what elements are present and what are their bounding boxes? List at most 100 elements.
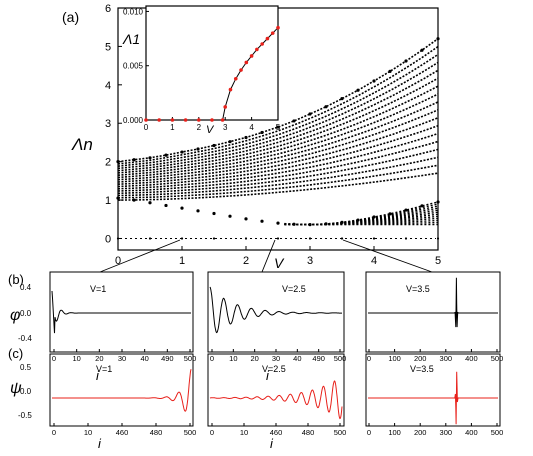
band-line-upper [117, 172, 439, 201]
b1-y-tick-0: 0.4 [20, 283, 32, 292]
inset-x-tick-label-1: 1 [170, 123, 175, 132]
b3-x-tick-label-2: 200 [414, 354, 427, 363]
inset-point-6 [220, 118, 225, 122]
main-point-s1-17 [388, 212, 392, 216]
main-point-s2-3 [212, 237, 216, 240]
panel-b1: 0.4 0.0 -0.4 V=1 0 10 20 30 40 490 500 i [18, 271, 196, 383]
c1-y-tick-2: -0.5 [18, 411, 32, 420]
main-data-points [116, 37, 440, 240]
c3-x-ticks: 0 100 200 300 400 500 [367, 423, 503, 437]
inset-point-13 [255, 47, 259, 52]
c3-x-tick-label-4: 400 [465, 428, 478, 437]
c1-x-tick-label-0: 0 [52, 428, 56, 437]
c2-x-ticks: 0 10 460 480 500 [210, 423, 346, 437]
main-point-s1-18 [404, 208, 408, 212]
inset-curve [144, 25, 280, 122]
main-point-s0-10 [276, 125, 280, 129]
band-line-upper [117, 53, 439, 167]
main-point-s0-4 [180, 150, 184, 154]
main-point-s1-14 [340, 220, 344, 224]
c2-x-tick-label-2: 460 [270, 428, 283, 437]
band-line-upper [117, 117, 439, 185]
band-line-upper [117, 38, 439, 163]
band-line-upper [117, 156, 439, 197]
b-y-axis-label: φ [10, 307, 20, 324]
inset-point-16 [270, 31, 275, 35]
main-x-tick-label-2: 2 [243, 255, 249, 267]
panel-label-b: (b) [8, 272, 24, 287]
band-line-upper [117, 85, 439, 176]
inset-plot-frame [145, 5, 279, 121]
main-point-s2-10 [436, 237, 440, 240]
band-line-upper [117, 45, 439, 165]
main-point-s0-8 [244, 135, 248, 140]
c1-annotation: V=1 [96, 364, 112, 374]
inset-point-17 [276, 25, 280, 30]
b1-curve [51, 290, 191, 334]
b3-annotation: V=3.5 [406, 284, 430, 294]
main-point-s0-19 [420, 48, 424, 52]
main-point-s1-5 [196, 209, 200, 213]
main-point-s0-6 [212, 143, 216, 148]
c-y-axis-label: ψ [10, 380, 22, 397]
c3-x-tick-label-0: 0 [367, 428, 371, 437]
inset-y-tick-label-2: 0.010 [123, 7, 144, 16]
b2-x-tick-label-3: 30 [272, 354, 280, 363]
b1-x-tick-label-2: 20 [95, 354, 103, 363]
main-point-s0-9 [260, 130, 264, 135]
band-line-upper [117, 109, 439, 183]
panel-label-a: (a) [62, 9, 79, 25]
c2-curve [209, 380, 343, 420]
inset-x-tick-label-0: 0 [144, 123, 149, 132]
main-point-s1-9 [260, 219, 264, 223]
inset-point-14 [260, 42, 264, 46]
b2-frame [207, 271, 345, 353]
main-point-s2-5 [276, 237, 280, 240]
inset-point-2 [170, 118, 175, 122]
main-point-s0-2 [148, 156, 152, 160]
b1-y-tick-2: -0.4 [18, 334, 32, 343]
main-point-s1-2 [148, 201, 152, 205]
c1-x-ticks: 0 10 460 480 500 [52, 423, 196, 437]
main-point-s0-11 [292, 119, 296, 123]
inset-x-tick-label-3: 3 [223, 123, 228, 132]
b3-x-tick-label-4: 400 [465, 354, 478, 363]
c2-annotation: V=2.5 [262, 364, 286, 374]
b3-x-tick-label-5: 500 [491, 354, 504, 363]
b1-x-axis-label: i [96, 368, 100, 383]
main-point-s0-1 [132, 158, 136, 162]
b2-curve [209, 286, 342, 334]
b1-x-tick-label-0: 0 [52, 354, 56, 363]
b1-x-tick-label-6: 500 [184, 354, 197, 363]
main-point-s1-4 [180, 206, 184, 210]
main-y-axis-label: Λn [71, 135, 93, 154]
panel-b3: V=3.5 0 100 200 300 400 500 [365, 271, 504, 363]
c2-x-tick-label-0: 0 [210, 428, 214, 437]
main-point-s0-20 [436, 37, 440, 41]
b2-x-tick-label-4: 40 [293, 354, 301, 363]
main-y-ticks: 0 1 2 3 4 5 6 [105, 3, 122, 245]
b2-annotation: V=2.5 [282, 284, 306, 294]
main-y-tick-label-0: 0 [105, 233, 111, 245]
c1-x-tick-label-3: 480 [150, 428, 163, 437]
b2-x-ticks: 0 10 20 30 40 490 500 [210, 349, 346, 363]
main-point-s1-15 [356, 218, 360, 222]
panel-c2: V=2.5 0 10 460 480 500 i [207, 353, 346, 451]
panel-label-c: (c) [8, 346, 23, 361]
b1-annotation: V=1 [90, 284, 106, 294]
main-x-tick-label-1: 1 [179, 255, 185, 267]
b3-x-tick-label-3: 300 [440, 354, 453, 363]
main-x-tick-label-3: 3 [307, 255, 313, 267]
b1-x-ticks: 0 10 20 30 40 490 500 [52, 349, 196, 363]
inset-point-8 [228, 87, 233, 92]
inset-point-4 [197, 118, 201, 122]
b1-x-tick-label-4: 40 [140, 354, 148, 363]
c3-x-tick-label-5: 500 [491, 428, 504, 437]
inset-x-tick-label-4: 4 [249, 123, 254, 132]
b3-curve [368, 277, 498, 328]
c2-x-axis-label: i [270, 436, 274, 451]
b3-x-tick-label-0: 0 [367, 354, 371, 363]
band-line-upper [117, 132, 439, 190]
main-chart: (a) 0 1 2 3 4 5 6 0 1 2 3 4 5 Λn V [62, 3, 441, 271]
band-line-upper [117, 61, 439, 170]
